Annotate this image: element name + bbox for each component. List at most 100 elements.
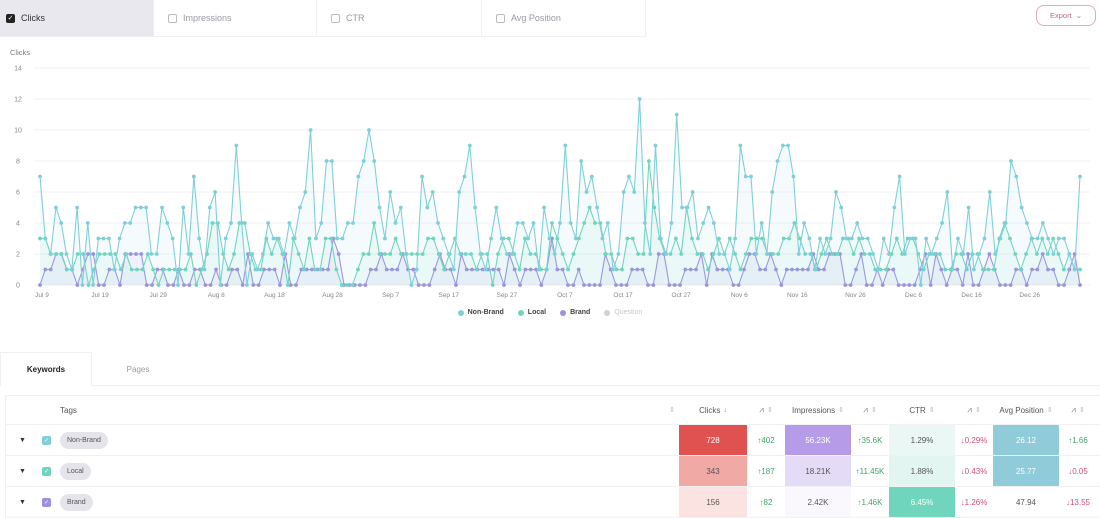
data-point[interactable] (86, 252, 90, 256)
data-point[interactable] (563, 143, 568, 148)
data-point[interactable] (642, 221, 647, 225)
data-point[interactable] (977, 252, 982, 256)
data-point[interactable] (770, 190, 775, 194)
data-point[interactable] (91, 252, 96, 256)
data-point[interactable] (827, 252, 832, 256)
data-point[interactable] (700, 252, 705, 256)
sort-icon[interactable]: ⇕ (669, 407, 675, 414)
data-point[interactable] (648, 252, 653, 256)
data-point[interactable] (555, 267, 560, 272)
data-point[interactable] (727, 267, 732, 272)
tab-pages[interactable]: Pages (126, 364, 150, 374)
data-point[interactable] (384, 267, 389, 272)
data-point[interactable] (880, 283, 885, 287)
data-point[interactable] (474, 267, 479, 272)
data-point[interactable] (862, 252, 867, 256)
data-point[interactable] (1062, 283, 1066, 287)
data-point[interactable] (690, 236, 694, 241)
data-point[interactable] (547, 236, 552, 241)
data-point[interactable] (336, 252, 341, 256)
data-point[interactable] (1035, 236, 1040, 241)
data-point[interactable] (133, 205, 138, 210)
data-point[interactable] (727, 236, 732, 241)
data-point[interactable] (363, 283, 368, 287)
data-point[interactable] (912, 283, 917, 287)
data-point[interactable] (600, 236, 605, 241)
data-point[interactable] (1078, 174, 1082, 179)
data-point[interactable] (96, 236, 101, 241)
data-point[interactable] (112, 267, 117, 272)
data-point[interactable] (1051, 236, 1055, 241)
data-point[interactable] (203, 283, 208, 287)
data-point[interactable] (528, 252, 533, 256)
data-point[interactable] (478, 252, 483, 256)
table-row[interactable]: ▼ ✓ Local 343 ↑187 18.21K ↑11.45K 1.88% ↓0.43% 25… (6, 456, 1100, 487)
data-point[interactable] (436, 252, 441, 256)
data-point[interactable] (859, 252, 864, 256)
data-point[interactable] (860, 236, 865, 241)
data-point[interactable] (339, 283, 344, 287)
data-point[interactable] (366, 252, 371, 256)
data-point[interactable] (966, 252, 970, 256)
row-checkbox[interactable]: ✓ (42, 435, 51, 445)
data-point[interactable] (870, 283, 874, 287)
data-point[interactable] (523, 267, 528, 272)
data-point[interactable] (310, 267, 314, 272)
data-point[interactable] (318, 267, 323, 272)
data-point[interactable] (843, 283, 848, 287)
data-point[interactable] (167, 267, 172, 272)
data-point[interactable] (1078, 267, 1082, 272)
data-point[interactable] (900, 252, 905, 256)
data-point[interactable] (584, 190, 589, 194)
data-point[interactable] (823, 252, 828, 256)
data-point[interactable] (991, 267, 996, 272)
data-point[interactable] (765, 252, 769, 256)
data-point[interactable] (943, 267, 948, 272)
data-point[interactable] (792, 221, 797, 225)
data-point[interactable] (118, 267, 123, 272)
data-point[interactable] (162, 267, 166, 272)
data-point[interactable] (641, 252, 646, 256)
tab-keywords[interactable]: Keywords (0, 352, 92, 386)
header-tags[interactable]: Tags ⇕ (6, 396, 679, 424)
data-point[interactable] (905, 236, 910, 241)
data-point[interactable] (302, 267, 306, 272)
data-point[interactable] (668, 252, 673, 256)
data-point[interactable] (796, 252, 801, 256)
data-point[interactable] (490, 283, 495, 287)
data-point[interactable] (470, 267, 474, 272)
data-point[interactable] (913, 236, 918, 241)
data-point[interactable] (80, 283, 85, 287)
data-point[interactable] (517, 267, 522, 272)
data-point[interactable] (202, 267, 207, 272)
data-point[interactable] (576, 236, 581, 241)
data-point[interactable] (1014, 174, 1019, 179)
data-point[interactable] (651, 283, 656, 287)
data-point[interactable] (107, 236, 111, 241)
data-point[interactable] (964, 267, 969, 272)
data-point[interactable] (489, 236, 493, 241)
data-point[interactable] (510, 252, 515, 256)
data-point[interactable] (176, 283, 180, 287)
data-point[interactable] (1009, 159, 1013, 163)
data-point[interactable] (242, 221, 247, 225)
data-point[interactable] (550, 236, 554, 241)
sort-icon[interactable]: ⇕ (974, 407, 981, 414)
data-point[interactable] (245, 283, 249, 287)
data-point[interactable] (329, 236, 333, 241)
data-point[interactable] (722, 252, 727, 256)
data-point[interactable] (282, 252, 286, 256)
data-point[interactable] (894, 236, 899, 241)
data-point[interactable] (1003, 283, 1008, 287)
data-point[interactable] (1034, 252, 1039, 256)
header-ctr-trend[interactable]: ⩘ ⇕ (955, 396, 993, 424)
data-point[interactable] (518, 283, 522, 287)
data-point[interactable] (822, 267, 826, 272)
data-point[interactable] (614, 283, 618, 287)
sort-icon[interactable]: ⇕ (766, 407, 773, 414)
data-point[interactable] (38, 236, 42, 241)
header-ctr[interactable]: CTR ⇕ (889, 396, 955, 424)
data-point[interactable] (425, 205, 430, 210)
data-point[interactable] (720, 267, 725, 272)
data-point[interactable] (763, 267, 768, 272)
